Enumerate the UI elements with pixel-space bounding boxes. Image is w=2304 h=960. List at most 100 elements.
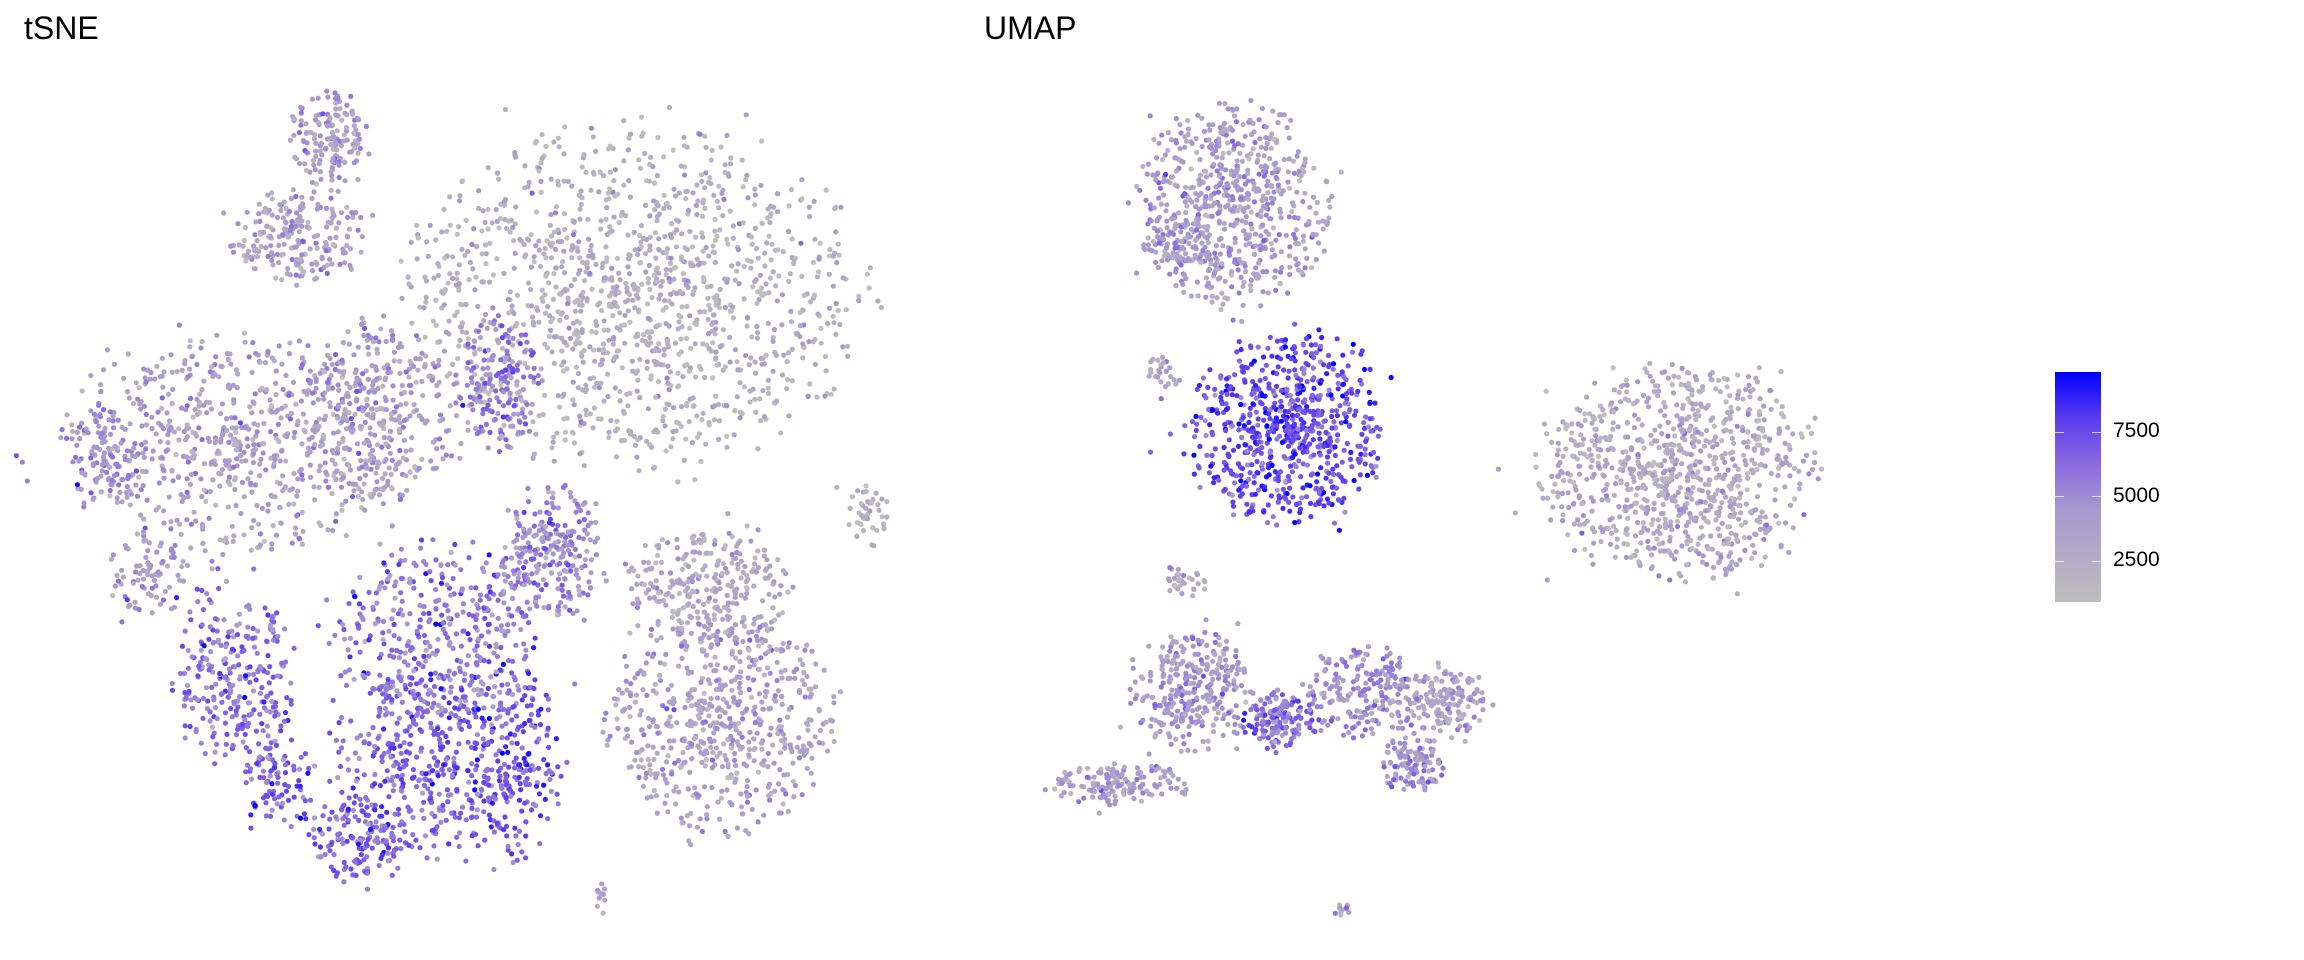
- cell-point: [485, 206, 491, 212]
- cell-point: [632, 247, 638, 253]
- cell-point: [748, 258, 754, 265]
- cell-point: [562, 226, 568, 232]
- cell-point: [300, 238, 306, 244]
- cell-point: [737, 649, 743, 655]
- cell-point: [533, 551, 539, 557]
- cell-point: [469, 805, 475, 812]
- cell-point: [689, 535, 695, 541]
- cell-point: [524, 576, 531, 582]
- cell-point: [639, 133, 645, 139]
- cell-point: [505, 507, 511, 513]
- cell-point: [489, 220, 495, 226]
- cell-point: [377, 709, 383, 715]
- cell-point: [428, 799, 435, 805]
- cell-point: [659, 278, 666, 284]
- cell-point: [257, 542, 264, 548]
- cell-point: [383, 338, 389, 345]
- cell-point: [550, 495, 556, 501]
- cell-point: [567, 489, 573, 495]
- cell-point: [501, 202, 508, 208]
- cell-point: [570, 346, 576, 352]
- cell-point: [781, 772, 787, 778]
- cell-point: [320, 111, 326, 117]
- cell-point: [296, 130, 302, 136]
- cell-point: [722, 305, 729, 311]
- cell-point: [218, 411, 224, 417]
- cell-point: [299, 223, 305, 229]
- cell-point: [680, 271, 687, 277]
- cell-point: [494, 626, 500, 632]
- cell-point: [431, 275, 437, 281]
- cell-point: [764, 682, 770, 688]
- cell-point: [231, 699, 237, 705]
- cell-point: [548, 233, 555, 239]
- cell-point: [664, 246, 671, 252]
- cell-point: [235, 221, 241, 227]
- cell-point: [550, 551, 556, 557]
- cell-point: [539, 587, 545, 593]
- cell-point: [690, 403, 696, 409]
- cell-point: [722, 665, 729, 671]
- cell-point: [415, 660, 422, 666]
- cell-point: [470, 613, 476, 619]
- cell-point: [324, 224, 330, 230]
- cell-point: [639, 281, 645, 287]
- cell-point: [694, 256, 700, 262]
- cell-point: [390, 383, 396, 389]
- cell-point: [437, 339, 443, 345]
- cell-point: [121, 375, 127, 381]
- cell-point: [487, 240, 493, 246]
- cell-point: [427, 569, 433, 575]
- cell-point: [328, 373, 334, 379]
- cell-point: [673, 264, 679, 270]
- cell-point: [579, 302, 585, 308]
- cell-point: [625, 264, 631, 270]
- cell-point: [624, 726, 630, 733]
- cell-point: [643, 202, 649, 208]
- cell-point: [511, 403, 517, 409]
- cell-point: [379, 475, 386, 481]
- cell-point: [703, 748, 709, 754]
- cell-point: [612, 167, 619, 173]
- cell-point: [194, 361, 200, 368]
- cell-point: [448, 689, 454, 695]
- cell-point: [809, 755, 815, 761]
- cell-point: [348, 718, 354, 724]
- cell-point: [404, 621, 410, 627]
- cell-point: [770, 605, 776, 611]
- cell-point: [647, 243, 653, 249]
- cell-point: [658, 362, 664, 368]
- cell-point: [758, 182, 764, 188]
- cell-point: [599, 357, 605, 363]
- cell-point: [385, 478, 391, 484]
- cell-point: [236, 662, 242, 668]
- cell-point: [199, 436, 205, 443]
- cell-point: [443, 228, 450, 234]
- cell-point: [355, 131, 361, 137]
- cell-point: [699, 213, 706, 219]
- cell-point: [647, 334, 653, 341]
- cell-point: [656, 211, 662, 217]
- cell-point: [372, 364, 379, 370]
- cell-point: [650, 717, 656, 723]
- cell-point: [747, 664, 753, 670]
- cell-point: [450, 254, 456, 260]
- cell-point: [530, 350, 536, 356]
- cell-point: [674, 720, 680, 726]
- cell-point: [318, 176, 324, 182]
- cell-point: [498, 623, 504, 629]
- cell-point: [754, 335, 761, 341]
- cell-point: [565, 301, 571, 307]
- cell-point: [189, 705, 196, 711]
- cell-point: [135, 396, 141, 402]
- cell-point: [489, 357, 495, 363]
- cell-point: [834, 484, 840, 490]
- cell-point: [187, 395, 194, 402]
- cell-point: [551, 504, 557, 511]
- cell-point: [294, 513, 300, 519]
- cell-point: [686, 419, 692, 425]
- cell-point: [751, 621, 757, 627]
- cell-point: [308, 474, 314, 480]
- cell-point: [160, 384, 166, 390]
- cell-point: [378, 684, 384, 690]
